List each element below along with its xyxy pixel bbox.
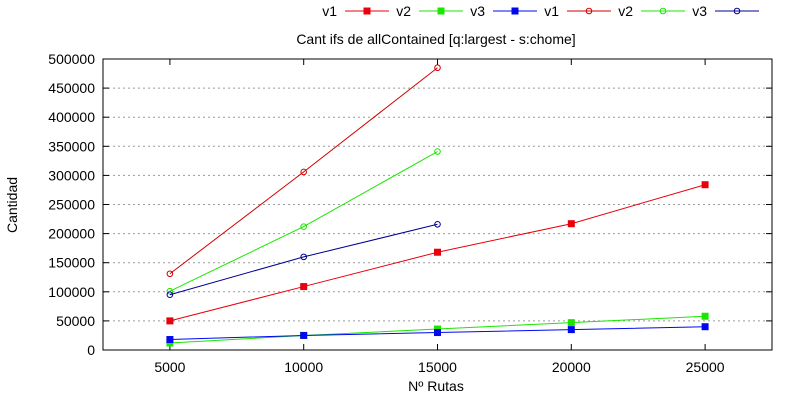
y-tick-label: 200000 xyxy=(48,226,95,242)
x-tick-label: 15000 xyxy=(418,359,457,375)
data-point xyxy=(567,220,575,228)
y-tick-label: 350000 xyxy=(48,138,95,154)
series-v3-open xyxy=(166,220,441,299)
data-point xyxy=(434,248,441,256)
data-point xyxy=(166,287,174,295)
legend-item: v2 xyxy=(396,3,463,19)
data-point xyxy=(701,181,709,189)
axis-ticks: 0 50000 100000 150000 200000 250000 300000 3500… xyxy=(48,51,772,375)
series-layer xyxy=(166,64,709,347)
legend-marker xyxy=(437,7,445,15)
data-point xyxy=(300,253,308,261)
y-axis-label: Cantidad xyxy=(4,177,20,233)
data-point xyxy=(300,223,308,230)
legend-item: v1 xyxy=(322,3,389,19)
data-point xyxy=(166,291,174,299)
data-point xyxy=(300,331,308,339)
data-point xyxy=(701,323,709,331)
series-v1-open xyxy=(166,64,441,278)
legend-label: v3 xyxy=(692,3,707,19)
y-tick-label: 300000 xyxy=(48,167,95,183)
data-point xyxy=(166,270,174,278)
legend-label: v2 xyxy=(618,3,633,19)
y-tick-label: 50000 xyxy=(56,313,95,329)
x-axis-label: Nº Rutas xyxy=(408,378,464,394)
legend-marker xyxy=(659,7,667,15)
y-tick-label: 400000 xyxy=(48,109,95,125)
grid-lines xyxy=(103,87,772,322)
y-tick-label: 250000 xyxy=(48,197,95,213)
data-point xyxy=(567,319,575,327)
chart-title: Cant ifs de allContained [q:largest - s:… xyxy=(296,31,575,47)
data-point xyxy=(567,326,575,334)
series-v3-filled xyxy=(166,323,709,344)
legend-marker xyxy=(363,7,371,15)
legend-marker xyxy=(511,7,519,15)
x-tick-label: 20000 xyxy=(552,359,591,375)
data-point xyxy=(300,168,308,176)
series-v1-filled xyxy=(166,181,709,325)
legend-item: v2 xyxy=(618,3,685,19)
legend-item: v1 xyxy=(544,3,611,19)
data-point xyxy=(434,64,441,72)
legend-label: v2 xyxy=(396,3,411,19)
y-tick-label: 0 xyxy=(87,342,95,358)
data-point xyxy=(300,283,308,291)
data-point xyxy=(434,148,441,155)
legend-label: v1 xyxy=(544,3,559,19)
y-tick-label: 150000 xyxy=(48,255,95,271)
x-tick-label: 25000 xyxy=(686,359,725,375)
series-line xyxy=(169,223,438,296)
data-point xyxy=(166,317,174,325)
legend-item: v3 xyxy=(692,3,759,19)
x-tick-label: 10000 xyxy=(284,359,323,375)
series-line xyxy=(169,67,438,275)
legend-label: v3 xyxy=(470,3,485,19)
series-line xyxy=(169,151,438,292)
legend-marker xyxy=(733,7,741,15)
y-tick-label: 100000 xyxy=(48,284,95,300)
y-tick-label: 500000 xyxy=(48,51,95,67)
legend-label: v1 xyxy=(322,3,337,19)
data-point xyxy=(166,336,174,344)
series-v2-open xyxy=(166,148,441,295)
legend: v1 v2 v3 v1 v2 v3 xyxy=(322,3,759,19)
legend-item: v3 xyxy=(470,3,537,19)
legend-marker xyxy=(585,7,593,15)
x-tick-label: 5000 xyxy=(154,359,185,375)
data-point xyxy=(434,329,441,337)
data-point xyxy=(701,312,709,320)
y-tick-label: 450000 xyxy=(48,80,95,96)
data-point xyxy=(434,220,441,228)
